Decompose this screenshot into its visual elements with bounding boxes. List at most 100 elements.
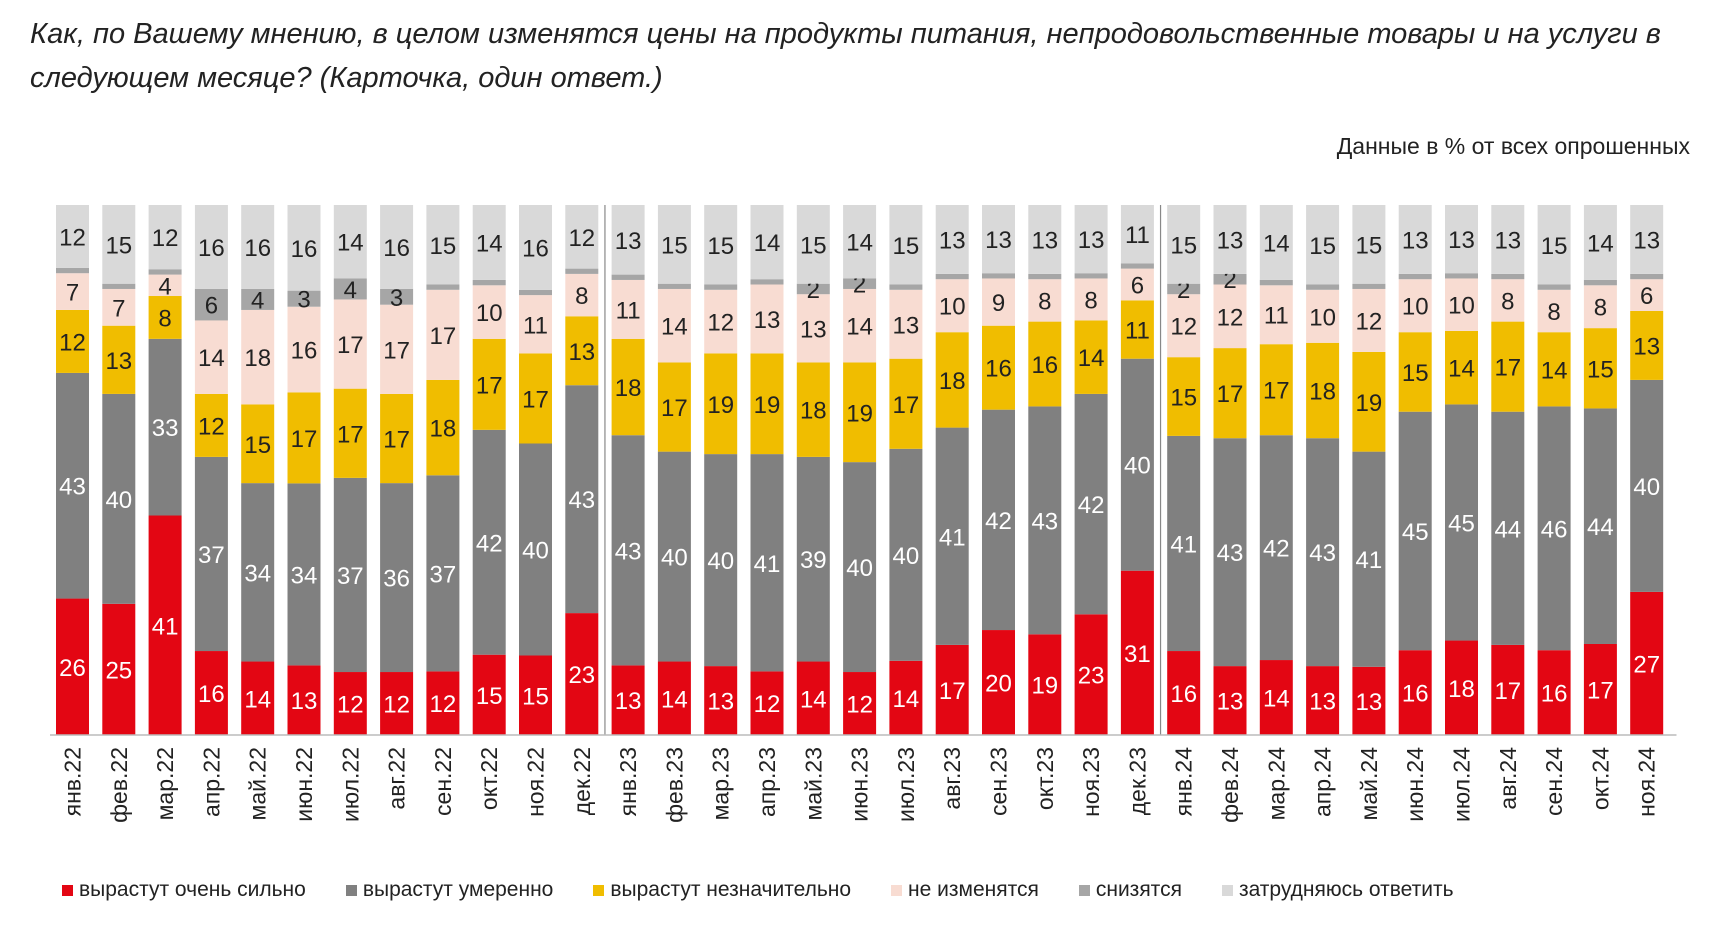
- bar-segment: [935, 205, 969, 274]
- data-label: 12: [198, 413, 225, 440]
- bar-segment: [1630, 591, 1664, 735]
- legend-swatch: [891, 884, 903, 896]
- data-label: 42: [985, 508, 1012, 535]
- data-label: 37: [337, 563, 364, 590]
- data-label: 16: [198, 235, 225, 262]
- data-label: 8: [1038, 288, 1051, 315]
- data-label: 41: [152, 613, 179, 640]
- data-label: 16: [244, 235, 271, 262]
- data-label: 4: [251, 287, 264, 314]
- data-label: 12: [59, 224, 86, 251]
- bar-segment: [472, 279, 506, 286]
- bar-segment: [148, 274, 182, 297]
- data-label: 42: [1078, 492, 1105, 519]
- data-label: 40: [1124, 453, 1151, 480]
- bar-segment: [380, 205, 414, 289]
- data-label: 46: [1541, 516, 1568, 543]
- data-label: 13: [105, 348, 132, 375]
- data-label: 12: [152, 225, 179, 252]
- bar-segment: [194, 320, 228, 394]
- bar-segment: [148, 338, 182, 516]
- x-tick-label: май.24: [1356, 747, 1382, 821]
- bar-segment: [1028, 634, 1062, 735]
- x-tick-label: мар.22: [152, 747, 178, 820]
- bar-segment: [750, 284, 784, 354]
- bar-segment: [1120, 300, 1154, 359]
- bar-segment: [56, 598, 89, 735]
- bar-segment: [1445, 404, 1478, 641]
- data-label: 19: [1356, 390, 1383, 417]
- bar-segment: [1583, 285, 1617, 329]
- data-label: 13: [939, 227, 966, 254]
- bar-segment: [1028, 273, 1062, 280]
- legend-label: снизятся: [1095, 878, 1182, 901]
- legend-item: вырастут незначительно: [593, 878, 851, 902]
- data-label: 7: [112, 295, 125, 322]
- data-label: 27: [1633, 651, 1660, 678]
- bar-segment: [982, 273, 1015, 279]
- bar-segment: [1167, 357, 1201, 436]
- data-label: 15: [1309, 233, 1336, 260]
- data-label: 11: [1125, 318, 1150, 345]
- legend: вырастут очень сильно вырастут умеренно вы…: [62, 878, 1454, 902]
- data-label: 41: [939, 524, 966, 551]
- data-label: 13: [754, 307, 781, 334]
- bar-segment: [1537, 284, 1571, 290]
- bar-segment: [935, 644, 969, 735]
- bar-segment: [333, 672, 367, 735]
- data-label: 17: [337, 421, 364, 448]
- data-label: 14: [337, 230, 364, 257]
- bar-segment: [380, 483, 414, 673]
- x-tick-label: ноя.22: [523, 747, 549, 817]
- x-tick-label: июл.24: [1449, 747, 1475, 822]
- data-label: 17: [939, 678, 966, 705]
- bar-segment: [1259, 435, 1293, 661]
- data-label: 19: [846, 400, 873, 427]
- data-label: 15: [661, 232, 688, 259]
- x-tick-label: фев.22: [106, 747, 132, 823]
- bar-segment: [426, 284, 460, 290]
- bar-segment: [241, 309, 275, 405]
- data-label: 16: [1031, 352, 1058, 379]
- data-label: 13: [985, 227, 1012, 254]
- x-tick-label: авг.23: [939, 747, 965, 810]
- bar-segment: [1583, 279, 1617, 286]
- data-label: 40: [661, 545, 688, 572]
- x-tick-label: апр.22: [198, 747, 224, 817]
- bar-segment: [1398, 273, 1432, 280]
- data-label: 16: [1170, 681, 1197, 708]
- data-label: 16: [291, 236, 318, 263]
- bar-segment: [843, 205, 877, 279]
- x-tick-label: июн.23: [847, 747, 873, 822]
- data-label: 14: [244, 686, 271, 713]
- data-label: 34: [244, 560, 271, 587]
- bar-segment: [1074, 273, 1108, 279]
- bar-segment: [611, 435, 645, 666]
- legend-swatch: [1078, 884, 1090, 896]
- bar-segment: [704, 284, 738, 290]
- data-label: 11: [1264, 303, 1289, 330]
- bar-segment: [889, 660, 923, 735]
- bar-segment: [1352, 283, 1386, 289]
- data-label: 37: [430, 561, 457, 588]
- bar-segment: [148, 296, 182, 339]
- x-tick-label: июн.24: [1402, 747, 1428, 822]
- data-label: 13: [1078, 227, 1105, 254]
- bar-segment: [1583, 408, 1617, 644]
- data-label: 17: [383, 337, 410, 364]
- bar-segment: [657, 362, 691, 452]
- bar-segment: [1213, 205, 1247, 274]
- data-label: 6: [1131, 273, 1144, 300]
- data-label: 23: [1078, 663, 1105, 690]
- bar-segment: [1259, 660, 1293, 735]
- bar-segment: [241, 483, 275, 662]
- bar-segment: [1583, 328, 1617, 409]
- data-label: 15: [707, 233, 734, 260]
- bar-segment: [1259, 344, 1293, 436]
- bar-segment: [796, 456, 830, 662]
- bar-segment: [1398, 411, 1432, 651]
- bar-segment: [750, 353, 784, 455]
- data-label: 15: [522, 683, 549, 710]
- data-label: 15: [105, 232, 132, 259]
- bar-segment: [1074, 320, 1108, 394]
